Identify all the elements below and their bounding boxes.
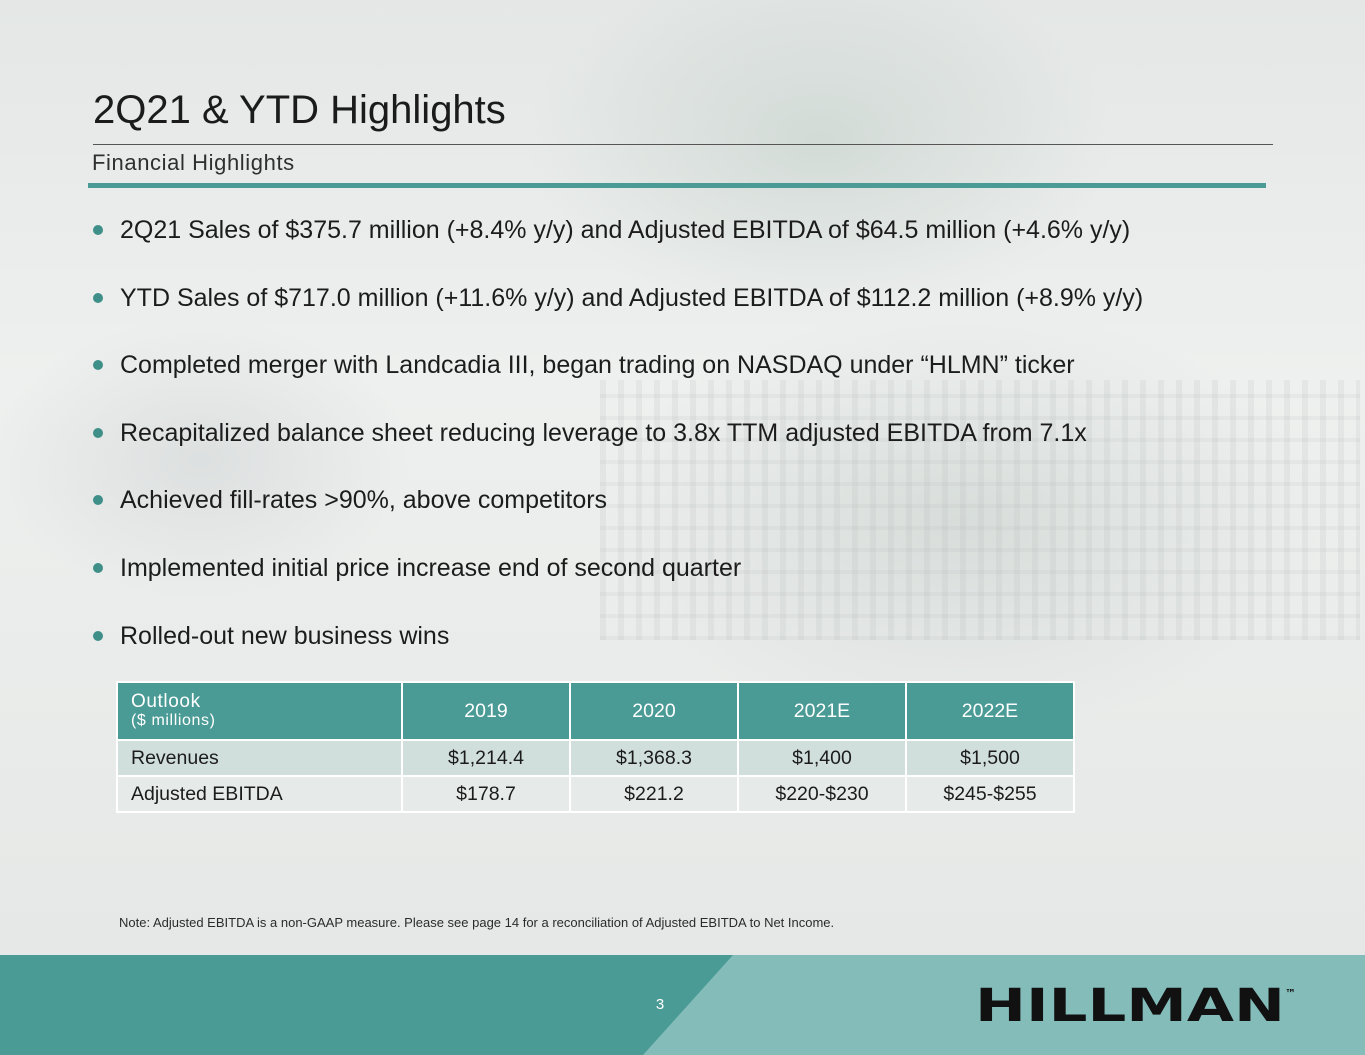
table-cell: $245-$255 bbox=[905, 775, 1075, 813]
list-item-text: YTD Sales of $717.0 million (+11.6% y/y)… bbox=[120, 283, 1144, 312]
list-item: 2Q21 Sales of $375.7 million (+8.4% y/y)… bbox=[93, 210, 1143, 278]
list-item-text: Recapitalized balance sheet reducing lev… bbox=[120, 418, 1087, 447]
table-row: Revenues $1,214.4 $1,368.3 $1,400 $1,500 bbox=[116, 739, 1075, 777]
list-item: Achieved fill-rates >90%, above competit… bbox=[93, 480, 1143, 548]
column-header-2021e: 2021E bbox=[737, 681, 907, 741]
table-header-row: Outlook ($ millions) 2019 2020 2021E 202… bbox=[116, 681, 1075, 741]
title-divider bbox=[93, 144, 1273, 145]
outlook-header-label: Outlook bbox=[131, 691, 201, 712]
bullet-dot-icon bbox=[93, 360, 103, 371]
page-number: 3 bbox=[655, 996, 665, 1013]
list-item: Completed merger with Landcadia III, beg… bbox=[93, 345, 1143, 413]
row-label-adjusted-ebitda: Adjusted EBITDA bbox=[116, 775, 403, 813]
page-title: 2Q21 & YTD Highlights bbox=[93, 88, 506, 132]
highlights-list: 2Q21 Sales of $375.7 million (+8.4% y/y)… bbox=[93, 210, 1143, 683]
table-cell: $178.7 bbox=[401, 775, 571, 813]
row-label-revenues: Revenues bbox=[116, 739, 403, 777]
bullet-dot-icon bbox=[93, 630, 103, 641]
table-cell: $220-$230 bbox=[737, 775, 907, 813]
trademark-symbol: ™ bbox=[1285, 987, 1296, 1000]
list-item-text: Completed merger with Landcadia III, beg… bbox=[120, 351, 1075, 380]
hillman-logo: HILLMAN ™ bbox=[975, 985, 1296, 1025]
list-item-text: Rolled-out new business wins bbox=[120, 621, 450, 650]
table-cell: $1,400 bbox=[737, 739, 907, 777]
list-item: YTD Sales of $717.0 million (+11.6% y/y)… bbox=[93, 278, 1143, 346]
hillman-logo-text: HILLMAN bbox=[975, 985, 1285, 1025]
footer-accent-band bbox=[643, 955, 1365, 1055]
store-shelves-background bbox=[600, 380, 1360, 640]
column-header-2019: 2019 bbox=[401, 681, 571, 741]
list-item: Recapitalized balance sheet reducing lev… bbox=[93, 413, 1143, 481]
outlook-header-cell: Outlook ($ millions) bbox=[116, 681, 403, 741]
list-item: Rolled-out new business wins bbox=[93, 616, 1143, 684]
subtitle-accent-bar bbox=[88, 183, 1266, 188]
outlook-header-units: ($ millions) bbox=[131, 712, 216, 729]
table-cell: $1,500 bbox=[905, 739, 1075, 777]
column-header-2020: 2020 bbox=[569, 681, 739, 741]
table-cell: $221.2 bbox=[569, 775, 739, 813]
list-item: Implemented initial price increase end o… bbox=[93, 548, 1143, 616]
page-subtitle: Financial Highlights bbox=[92, 150, 295, 175]
table-cell: $1,368.3 bbox=[569, 739, 739, 777]
bullet-dot-icon bbox=[93, 427, 103, 438]
bullet-dot-icon bbox=[93, 495, 103, 506]
table-cell: $1,214.4 bbox=[401, 739, 571, 777]
column-header-2022e: 2022E bbox=[905, 681, 1075, 741]
list-item-text: Achieved fill-rates >90%, above competit… bbox=[120, 486, 608, 515]
bullet-dot-icon bbox=[93, 292, 103, 303]
footnote: Note: Adjusted EBITDA is a non-GAAP meas… bbox=[119, 915, 835, 930]
list-item-text: Implemented initial price increase end o… bbox=[120, 553, 742, 582]
list-item-text: 2Q21 Sales of $375.7 million (+8.4% y/y)… bbox=[120, 216, 1131, 244]
outlook-table: Outlook ($ millions) 2019 2020 2021E 202… bbox=[116, 681, 1075, 813]
table-row: Adjusted EBITDA $178.7 $221.2 $220-$230 … bbox=[116, 775, 1075, 813]
bullet-dot-icon bbox=[93, 225, 103, 235]
bullet-dot-icon bbox=[93, 562, 103, 573]
